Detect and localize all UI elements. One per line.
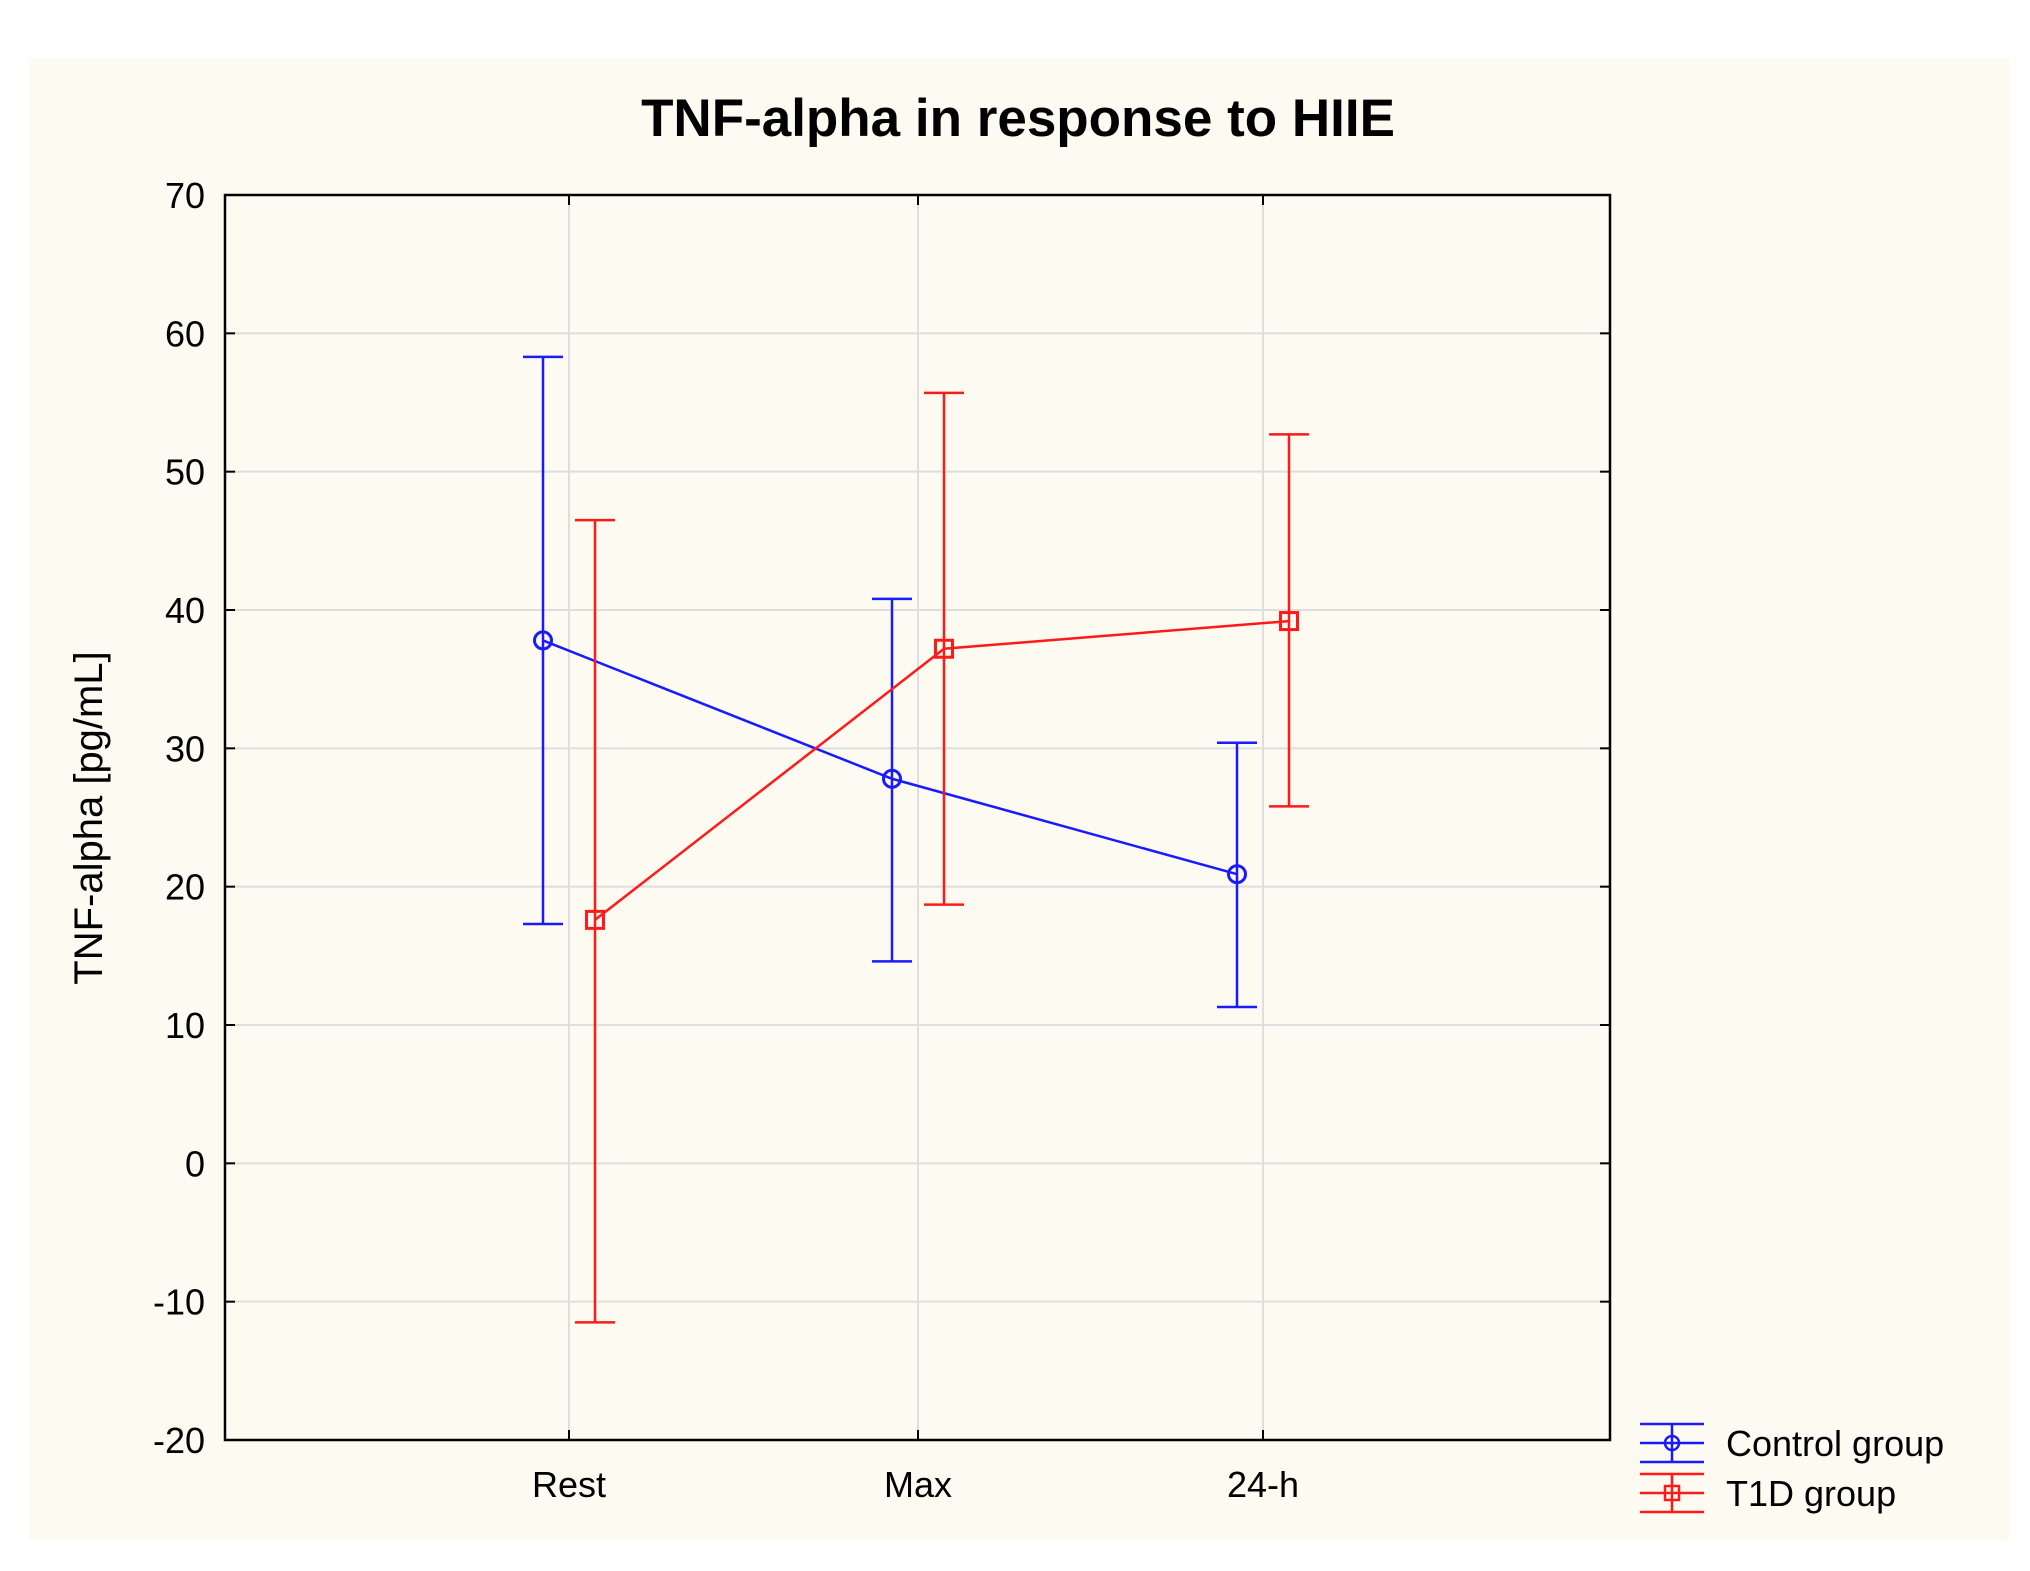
axes: -20 -10 0 10 20 30 40 50 60 70 Rest Max 24-h (153, 175, 1612, 1505)
legend-item-t1d-group: T1D group (1640, 1472, 1896, 1514)
plot-frame (223, 193, 1612, 1442)
y-tick-label: 60 (165, 313, 205, 354)
y-tick-label: 10 (165, 1005, 205, 1046)
data-point (882, 768, 902, 789)
y-tick-label: -20 (153, 1420, 205, 1461)
chart-background (29, 58, 2009, 1540)
legend-label: T1D group (1726, 1473, 1896, 1514)
y-tick-label: 20 (165, 867, 205, 908)
data-point (1279, 611, 1299, 632)
y-tick-label: 40 (165, 590, 205, 631)
y-tick-label: 30 (165, 728, 205, 769)
data-point (533, 630, 553, 651)
legend-marker (1663, 1484, 1681, 1502)
chart-title: TNF-alpha in response to HIIE (641, 89, 1395, 148)
data-point (934, 638, 954, 659)
legend-marker (1663, 1434, 1681, 1452)
y-tick-label: 0 (185, 1143, 205, 1184)
data-point (585, 909, 605, 930)
data-point (1227, 864, 1247, 885)
y-tick-label: 50 (165, 452, 205, 493)
series-line (542, 639, 1238, 876)
y-tick-label: 70 (165, 175, 205, 216)
data-series (523, 355, 1309, 1324)
x-tick-label: Max (884, 1464, 952, 1505)
y-tick-label: -10 (153, 1282, 205, 1323)
series-line (594, 619, 1290, 921)
y-axis-label: TNF-alpha [pg/mL] (67, 651, 111, 984)
legend-item-control-group: Control group (1640, 1422, 1944, 1464)
x-tick-label: 24-h (1227, 1464, 1299, 1505)
series-t1d-group (575, 391, 1309, 1324)
series-control-group (523, 355, 1257, 1009)
gridlines (225, 195, 1610, 1440)
legend-label: Control group (1726, 1423, 1944, 1464)
legend: Control group T1D group (1640, 1422, 1944, 1514)
x-tick-label: Rest (532, 1464, 606, 1505)
